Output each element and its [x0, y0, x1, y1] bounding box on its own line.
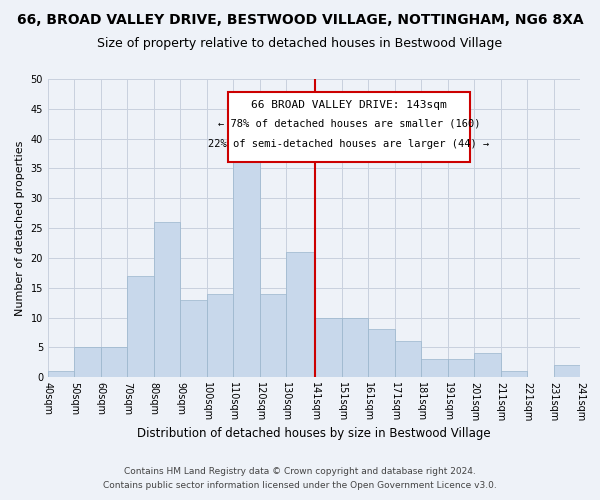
Bar — [474, 354, 500, 377]
Text: Size of property relative to detached houses in Bestwood Village: Size of property relative to detached ho… — [97, 38, 503, 51]
X-axis label: Distribution of detached houses by size in Bestwood Village: Distribution of detached houses by size … — [137, 427, 491, 440]
Bar — [286, 252, 315, 377]
Bar — [74, 348, 101, 377]
Bar — [48, 371, 74, 377]
Text: 22% of semi-detached houses are larger (44) →: 22% of semi-detached houses are larger (… — [208, 138, 490, 148]
Bar — [421, 360, 448, 377]
Bar — [260, 294, 286, 377]
Bar — [368, 330, 395, 377]
Y-axis label: Number of detached properties: Number of detached properties — [15, 140, 25, 316]
Bar — [127, 276, 154, 377]
Bar — [154, 222, 180, 377]
Text: ← 78% of detached houses are smaller (160): ← 78% of detached houses are smaller (16… — [218, 118, 480, 128]
Bar — [554, 366, 580, 377]
Bar — [315, 318, 342, 377]
Bar — [500, 371, 527, 377]
Text: 66, BROAD VALLEY DRIVE, BESTWOOD VILLAGE, NOTTINGHAM, NG6 8XA: 66, BROAD VALLEY DRIVE, BESTWOOD VILLAGE… — [17, 12, 583, 26]
Bar — [180, 300, 207, 377]
Bar — [207, 294, 233, 377]
Bar — [233, 126, 260, 377]
Bar — [395, 342, 421, 377]
Text: 66 BROAD VALLEY DRIVE: 143sqm: 66 BROAD VALLEY DRIVE: 143sqm — [251, 100, 446, 110]
Bar — [342, 318, 368, 377]
FancyBboxPatch shape — [228, 92, 470, 162]
Bar — [448, 360, 474, 377]
Text: Contains public sector information licensed under the Open Government Licence v3: Contains public sector information licen… — [103, 481, 497, 490]
Text: Contains HM Land Registry data © Crown copyright and database right 2024.: Contains HM Land Registry data © Crown c… — [124, 467, 476, 476]
Bar — [101, 348, 127, 377]
